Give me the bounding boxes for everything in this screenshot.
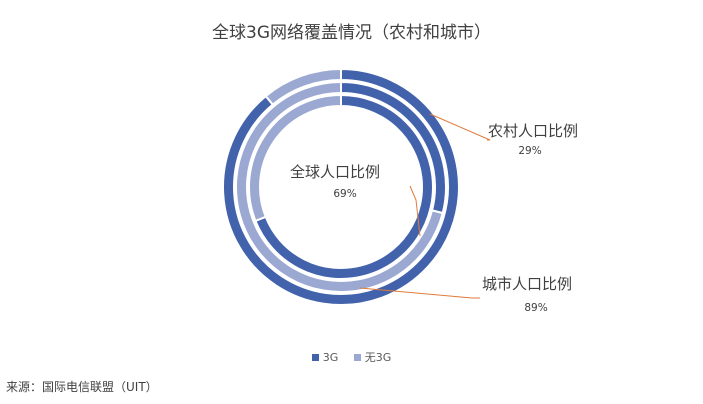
leader-line-global — [409, 185, 421, 237]
rings-layer — [222, 67, 460, 306]
legend-item-no-3g: 无3G — [353, 349, 392, 365]
ring-label-value-global: 69% — [333, 188, 356, 200]
leader-line-rural — [429, 113, 491, 141]
ring-rural-slice-no-3g — [235, 80, 444, 293]
source-note: 来源：国际电信联盟（UIT） — [6, 380, 158, 394]
ring-global-slice-no-3g — [248, 93, 342, 223]
legend-swatch-3g — [311, 354, 319, 361]
ring-label-value-rural: 29% — [518, 145, 541, 157]
leader-line-urban — [359, 287, 480, 299]
legend-item-3g: 3G — [311, 351, 339, 364]
labels-layer: 农村人口比例 29% 城市人口比例 89% 全球人口比例 69% — [290, 122, 578, 314]
legend: 3G 无3G — [0, 349, 703, 365]
legend-label-3g: 3G — [322, 351, 339, 364]
ring-label-name-global: 全球人口比例 — [290, 163, 380, 181]
legend-swatch-no-3g — [353, 354, 361, 361]
ring-label-name-urban: 城市人口比例 — [482, 275, 572, 293]
ring-urban-slice-no-3g — [264, 67, 342, 106]
legend-label-no-3g: 无3G — [364, 351, 392, 364]
ring-label-name-rural: 农村人口比例 — [488, 122, 578, 140]
leader-lines-layer — [359, 113, 491, 299]
chart-title: 全球3G网络覆盖情况（农村和城市） — [212, 23, 491, 43]
ring-label-value-urban: 89% — [524, 302, 547, 314]
